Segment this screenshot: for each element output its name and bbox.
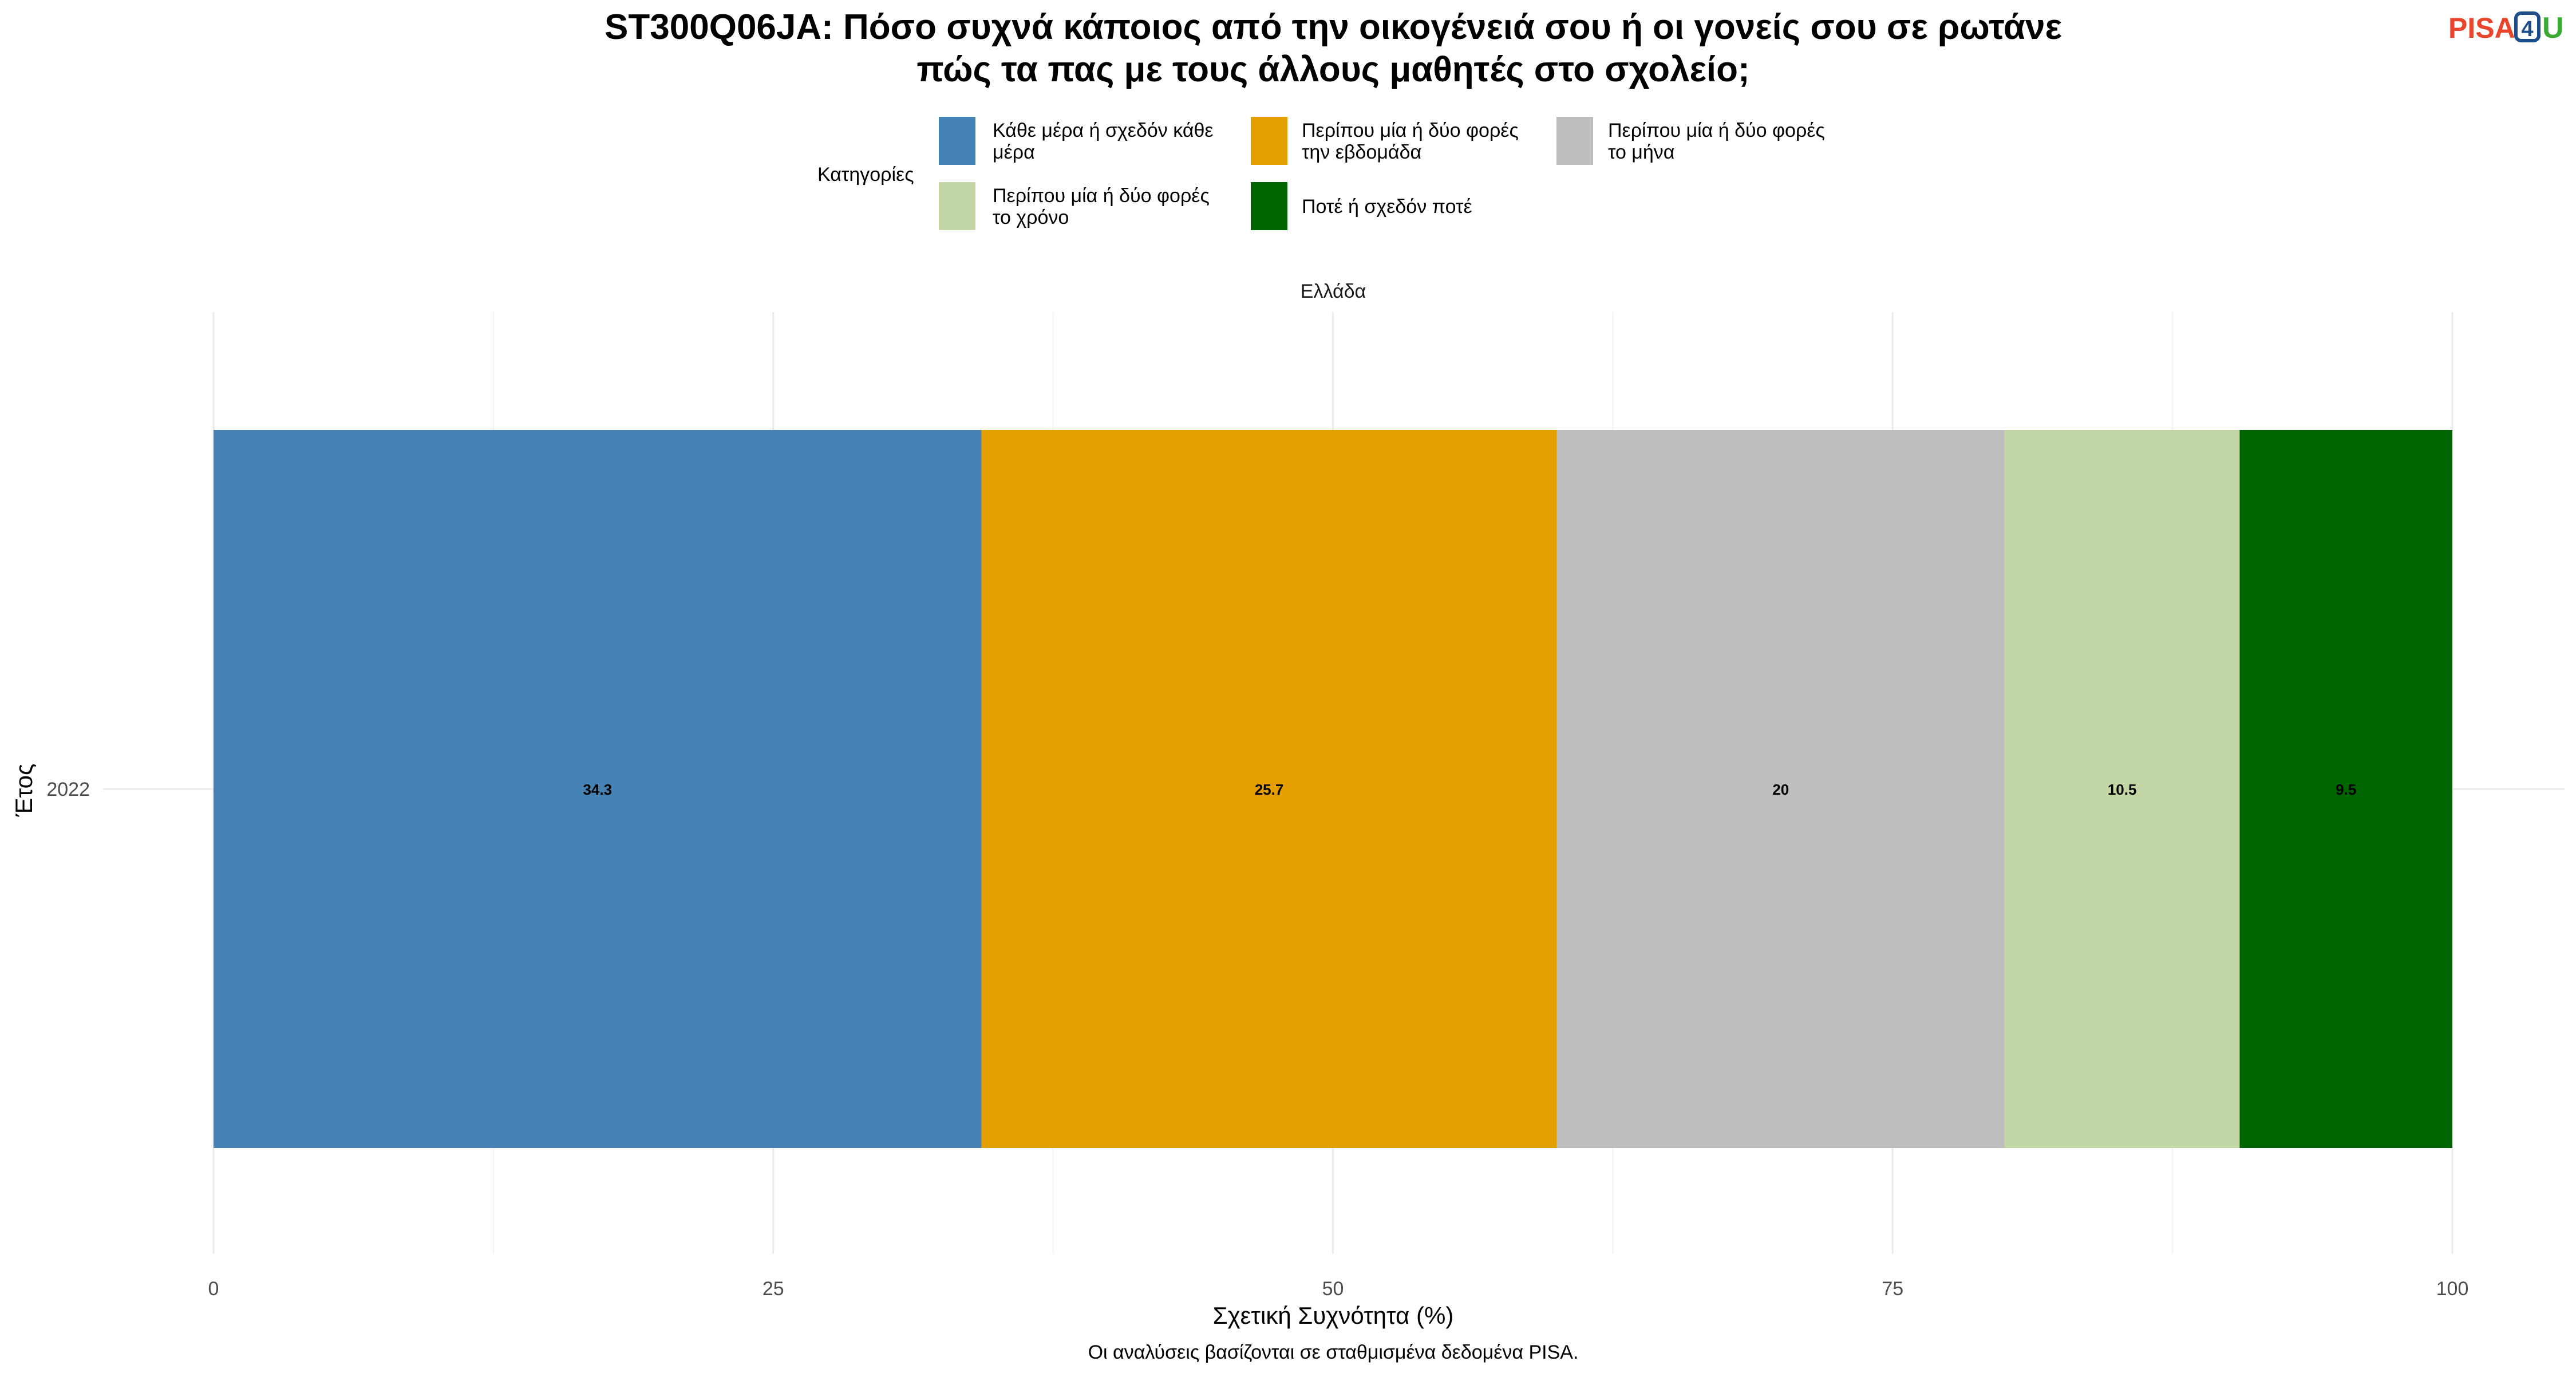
legend-label-weekly-line-1: Περίπου μία ή δύο φορές (1302, 120, 1519, 141)
legend-label-never: Ποτέ ή σχεδόν ποτέ (1302, 196, 1472, 218)
legend-swatch-daily (939, 117, 975, 165)
bars (214, 430, 2452, 1148)
legend-label-monthly-line-1: Περίπου μία ή δύο φορές (1608, 120, 1825, 141)
caption: Οι αναλύσεις βασίζονται σε σταθμισμένα δ… (1088, 1342, 1579, 1363)
bar-value-label-3: 20 (1772, 781, 1789, 798)
x-axis-tick-labels: 0 25 50 75 100 (208, 1278, 2469, 1300)
y-axis-title: Έτος (10, 764, 37, 818)
bar-segment-3 (1556, 430, 2005, 1148)
legend-label-monthly-line-2: το μήνα (1608, 141, 1674, 163)
legend-item-monthly: Περίπου μία ή δύο φορές το μήνα (1556, 117, 1825, 165)
facet-label: Ελλάδα (1301, 281, 1366, 302)
bar-segment-2 (981, 430, 1557, 1148)
legend-label-daily-line-2: μέρα (993, 141, 1035, 163)
legend-label-yearly-line-2: το χρόνο (993, 207, 1069, 228)
legend-item-never: Ποτέ ή σχεδόν ποτέ (1251, 182, 1472, 230)
bar-segment-1 (214, 430, 982, 1148)
legend-item-yearly: Περίπου μία ή δύο φορές το χρόνο (939, 182, 1210, 230)
logo-u-text: U (2542, 11, 2564, 45)
x-tick-label: 25 (762, 1278, 784, 1300)
logo-four-text: 4 (2521, 17, 2533, 41)
logo-pisa-text: PISA (2448, 12, 2515, 44)
legend-label-daily-line-1: Κάθε μέρα ή σχεδόν κάθε (993, 120, 1214, 141)
logo-four-box (2514, 11, 2541, 42)
legend-swatch-yearly (939, 182, 975, 230)
bar-segment-5 (2239, 430, 2452, 1148)
bar-value-label-4: 10.5 (2108, 781, 2137, 798)
x-tick-label: 0 (208, 1278, 219, 1300)
bar-value-label-1: 34.3 (583, 781, 612, 798)
x-tick-label: 100 (2436, 1278, 2469, 1300)
legend-swatch-monthly (1556, 117, 1593, 165)
y-tick-label: 2022 (46, 779, 90, 800)
x-tick-label: 75 (1882, 1278, 1903, 1300)
chart-title-line-2: πώς τα πας με τους άλλους μαθητές στο σχ… (916, 50, 1749, 89)
legend: Κατηγορίες Κάθε μέρα ή σχεδόν κάθε μέρα … (817, 117, 1825, 230)
x-tick-label: 50 (1322, 1278, 1344, 1300)
legend-item-weekly: Περίπου μία ή δύο φορές την εβδομάδα (1251, 117, 1519, 165)
bar-labels: 34.3 25.7 20 10.5 9.5 (583, 781, 2356, 798)
legend-swatch-weekly (1251, 117, 1287, 165)
pisa4u-logo: PISA 4 U (2448, 11, 2564, 45)
legend-label-weekly-line-2: την εβδομάδα (1302, 141, 1421, 163)
chart-title-line-1: ST300Q06JA: Πόσο συχνά κάποιος από την ο… (605, 7, 2062, 47)
legend-label-yearly-line-1: Περίπου μία ή δύο φορές (993, 185, 1210, 207)
legend-title: Κατηγορίες (817, 164, 914, 186)
bar-value-label-2: 25.7 (1255, 781, 1284, 798)
legend-item-daily: Κάθε μέρα ή σχεδόν κάθε μέρα (939, 117, 1214, 165)
bar-value-label-5: 9.5 (2336, 781, 2356, 798)
x-axis-title: Σχετική Συχνότητα (%) (1213, 1302, 1454, 1329)
y-axis-tick-labels: 2022 (46, 779, 90, 800)
bar-segment-4 (2004, 430, 2240, 1148)
legend-swatch-never (1251, 182, 1287, 230)
